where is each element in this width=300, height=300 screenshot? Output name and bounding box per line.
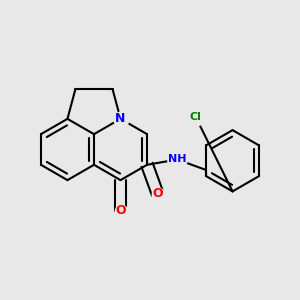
Text: O: O xyxy=(115,204,126,217)
Text: Cl: Cl xyxy=(190,112,202,122)
Text: N: N xyxy=(115,112,126,125)
Text: NH: NH xyxy=(168,154,187,164)
Text: O: O xyxy=(152,187,163,200)
